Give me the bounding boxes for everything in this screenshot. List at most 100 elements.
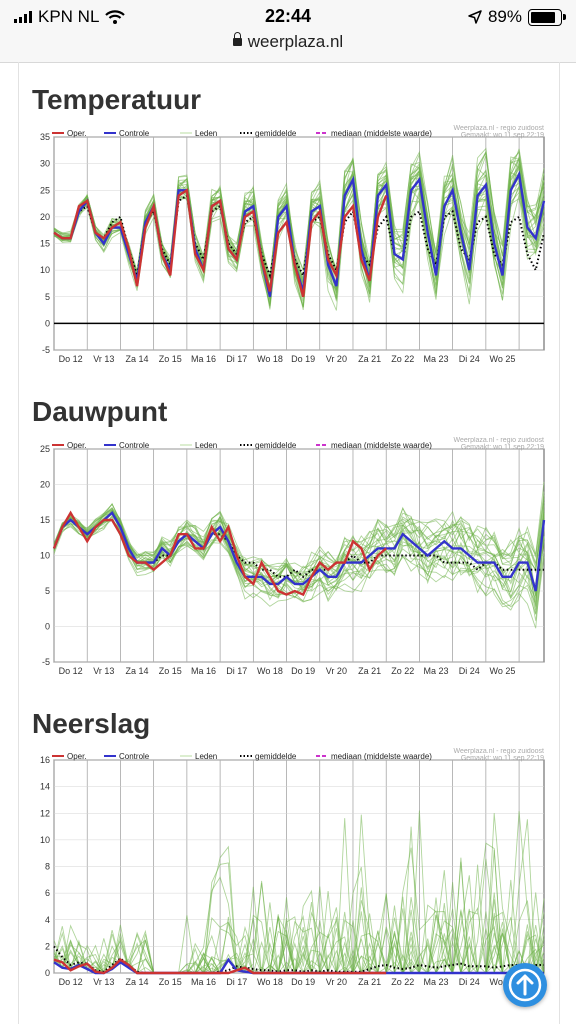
- legend-label: mediaan (middelste waarde): [331, 441, 432, 450]
- day-label: Zo 22: [391, 354, 414, 364]
- y-tick-label: 25: [40, 185, 50, 195]
- y-tick-label: 12: [40, 808, 50, 818]
- day-label: Di 17: [226, 666, 247, 676]
- y-tick-label: 4: [45, 915, 50, 925]
- y-tick-label: 5: [45, 586, 50, 596]
- day-label: Di 24: [459, 977, 480, 987]
- signal-icon: [14, 11, 32, 23]
- clock: 22:44: [264, 6, 312, 26]
- legend-label: Leden: [195, 129, 217, 138]
- day-label: Za 21: [358, 354, 381, 364]
- status-right: 89%: [468, 7, 566, 27]
- scroll-to-top-button[interactable]: [503, 963, 547, 1007]
- series-oper: [52, 510, 387, 597]
- y-tick-label: 0: [45, 318, 50, 328]
- day-label: Wo 25: [490, 354, 516, 364]
- day-label: Ma 16: [191, 977, 216, 987]
- day-label: Za 14: [126, 354, 149, 364]
- made-note: Gemaakt: wo 11 sep 22:19: [461, 132, 544, 139]
- y-tick-label: 25: [40, 444, 50, 454]
- day-label: Wo 18: [257, 977, 283, 987]
- arrow-up-icon: [508, 968, 542, 1002]
- legend-label: mediaan (middelste waarde): [331, 752, 432, 761]
- lock-icon: [232, 32, 242, 46]
- day-label: Ma 23: [424, 977, 449, 987]
- day-label: Do 19: [291, 977, 315, 987]
- legend-label: Oper.: [67, 441, 87, 450]
- day-label: Za 14: [126, 977, 149, 987]
- source-note: Weerplaza.nl - regio zuidoost: [453, 125, 544, 132]
- day-label: Vr 20: [326, 977, 347, 987]
- legend-label: Oper.: [67, 752, 87, 761]
- day-label: Za 21: [358, 666, 381, 676]
- y-tick-label: 6: [45, 888, 50, 898]
- chart-neerslag: 0 2 4 6 8 10 12 14 16 Do 12 Vr 13 Za 14 Zo 15 Ma 16 Di…: [40, 748, 545, 987]
- day-label: Do 12: [59, 354, 83, 364]
- wifi-icon: [105, 10, 126, 24]
- day-label: Za 21: [358, 977, 381, 987]
- url-text: weerplaza.nl: [247, 32, 344, 51]
- series-oper: [53, 188, 388, 298]
- day-label: Do 12: [59, 977, 83, 987]
- day-label: Zo 22: [391, 666, 414, 676]
- y-tick-label: 20: [40, 212, 50, 222]
- day-label: Di 24: [459, 354, 480, 364]
- y-tick-label: 0: [45, 622, 50, 632]
- battery-icon: [528, 8, 566, 26]
- y-tick-label: 35: [40, 132, 50, 142]
- series-oper: [53, 958, 387, 975]
- carrier-area: KPN NL: [14, 7, 126, 27]
- legend-label: Leden: [195, 441, 217, 450]
- day-label: Zo 15: [159, 666, 182, 676]
- series-leden-member: [53, 501, 545, 579]
- page-content: [18, 62, 560, 1024]
- y-tick-label: 14: [40, 782, 50, 792]
- legend-label: Controle: [119, 441, 150, 450]
- y-tick-label: 30: [40, 159, 50, 169]
- legend-label: gemiddelde: [255, 752, 297, 761]
- source-note: Weerplaza.nl - regio zuidoost: [453, 437, 544, 444]
- made-note: Gemaakt: wo 11 sep 22:19: [461, 444, 544, 451]
- chart-temperatuur: -5 0 5 10 15 20 25 30 35 Do 12 Vr 13 Za 14 Zo 15 Ma 1…: [40, 125, 546, 364]
- day-label: Za 14: [126, 666, 149, 676]
- location-arrow-icon: [468, 10, 482, 24]
- legend-label: Controle: [119, 129, 150, 138]
- day-label: Ma 23: [424, 354, 449, 364]
- series-leden-member: [53, 515, 545, 629]
- y-tick-label: 20: [40, 480, 50, 490]
- day-label: Vr 13: [93, 354, 114, 364]
- y-tick-label: 10: [40, 265, 50, 275]
- day-label: Di 17: [226, 354, 247, 364]
- day-label: Wo 18: [257, 354, 283, 364]
- day-label: Di 24: [459, 666, 480, 676]
- carrier-label: KPN NL: [38, 7, 100, 26]
- series-leden-member: [53, 147, 545, 290]
- y-tick-label: 10: [40, 551, 50, 561]
- source-note: Weerplaza.nl - regio zuidoost: [453, 748, 544, 755]
- day-label: Ma 16: [191, 666, 216, 676]
- day-label: Ma 16: [191, 354, 216, 364]
- legend-label: Leden: [195, 752, 217, 761]
- series-leden-member: [53, 494, 545, 574]
- y-tick-label: 10: [40, 835, 50, 845]
- legend-label: Oper.: [67, 129, 87, 138]
- day-label: Zo 22: [391, 977, 414, 987]
- y-tick-label: 5: [45, 292, 50, 302]
- chart-dauwpunt: -5 0 5 10 15 20 25 Do 12 Vr 13 Za 14 Zo 15 Ma 16 Di …: [40, 437, 546, 676]
- y-tick-label: 15: [40, 515, 50, 525]
- day-label: Vr 13: [93, 666, 114, 676]
- series-leden-member: [53, 505, 545, 592]
- y-tick-label: 8: [45, 862, 50, 872]
- series-leden-member: [53, 519, 545, 621]
- day-label: Wo 18: [257, 666, 283, 676]
- day-label: Do 19: [291, 354, 315, 364]
- day-label: Di 17: [226, 977, 247, 987]
- day-label: Zo 15: [159, 977, 182, 987]
- address-bar[interactable]: weerplaza.nl: [0, 32, 576, 52]
- heading-neerslag: Neerslag: [32, 708, 151, 739]
- y-tick-label: 0: [45, 968, 50, 978]
- day-label: Vr 20: [326, 666, 347, 676]
- day-label: Zo 15: [159, 354, 182, 364]
- series-leden-member: [53, 491, 545, 580]
- y-tick-label: -5: [42, 657, 50, 667]
